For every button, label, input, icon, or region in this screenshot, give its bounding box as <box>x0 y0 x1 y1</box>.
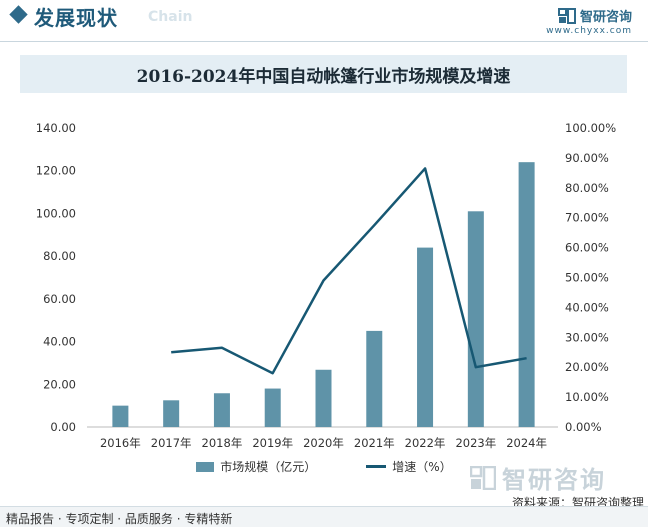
left-axis: 0.00 20.00 40.00 60.00 80.00 100.00 120.00 140.… <box>36 121 76 434</box>
legend-bar-label: 市场规模（亿元） <box>220 460 317 474</box>
bar <box>366 330 383 427</box>
right-tick-label: 80.00% <box>565 181 609 195</box>
bar <box>518 162 535 427</box>
footer-logo-icon <box>470 465 496 490</box>
x-tick-label: 2019年 <box>252 436 293 450</box>
x-tick-label: 2018年 <box>202 436 243 450</box>
left-tick-label: 100.00 <box>36 206 76 220</box>
x-tick-label: 2016年 <box>100 436 141 450</box>
left-tick-label: 60.00 <box>43 292 76 306</box>
legend-item-bar: 市场规模（亿元） <box>196 458 316 475</box>
footer-logo-text: 智研咨询 <box>502 466 606 494</box>
x-tick-label: 2024年 <box>506 436 547 450</box>
legend-line-swatch <box>366 465 387 468</box>
right-tick-label: 20.00% <box>565 360 609 374</box>
bar <box>467 211 484 427</box>
bar <box>213 393 230 427</box>
right-axis: 0.00% 10.00% 20.00% 30.00% 40.00% 50.00% 60.00… <box>565 121 616 434</box>
left-tick-label: 80.00 <box>43 249 76 263</box>
growth-line <box>171 167 527 375</box>
bar <box>112 405 129 427</box>
x-axis: 2016年 2017年 2018年 2019年 2020年 2021年 2022年 2023年… <box>100 436 547 450</box>
bar <box>417 247 434 427</box>
left-tick-label: 0.00 <box>50 420 76 434</box>
section-subtitle: Chain <box>148 9 193 25</box>
left-tick-label: 40.00 <box>43 335 76 349</box>
right-tick-label: 0.00% <box>565 420 602 434</box>
legend-bar-swatch <box>196 461 215 472</box>
right-tick-label: 30.00% <box>565 330 609 344</box>
x-tick-label: 2023年 <box>455 436 496 450</box>
chart-title: 2016-2024年中国自动帐篷行业市场规模及增速 <box>136 66 511 87</box>
right-tick-label: 10.00% <box>565 390 609 404</box>
brand-url[interactable]: www.chyxx.com <box>546 26 632 36</box>
chart-title-bar: 2016-2024年中国自动帐篷行业市场规模及增速 <box>20 55 627 93</box>
chart: 0.00 20.00 40.00 60.00 80.00 100.00 120.00 140.… <box>36 121 616 450</box>
legend-item-line: 增速（%） <box>366 458 452 475</box>
brand-logo-icon <box>557 7 576 24</box>
right-tick-label: 70.00% <box>565 211 609 225</box>
legend-line-label: 增速（%） <box>392 460 452 474</box>
left-tick-label: 140.00 <box>36 121 76 135</box>
right-tick-label: 90.00% <box>565 151 609 165</box>
x-tick-label: 2022年 <box>405 436 446 450</box>
bar <box>163 400 180 427</box>
footer-logo: 智研咨询 <box>470 460 606 495</box>
footer-tagline: 精品报告 · 专项定制 · 品质服务 · 专精特新 <box>6 512 233 526</box>
right-tick-label: 100.00% <box>565 121 616 135</box>
header: 发展现状 Chain 智研咨询 www.chyxx.com <box>0 0 648 40</box>
diamond-icon <box>9 5 28 24</box>
bar <box>264 388 281 427</box>
bar <box>315 369 332 427</box>
brand[interactable]: 智研咨询 www.chyxx.com <box>546 6 632 36</box>
right-tick-label: 40.00% <box>565 300 609 314</box>
left-tick-label: 120.00 <box>36 164 76 178</box>
section-title: 发展现状 <box>34 6 118 30</box>
brand-name: 智研咨询 <box>579 10 632 25</box>
bar-series <box>112 162 535 427</box>
x-tick-label: 2021年 <box>354 436 395 450</box>
x-tick-label: 2017年 <box>151 436 192 450</box>
x-tick-label: 2020年 <box>303 436 344 450</box>
header-divider <box>0 41 648 42</box>
left-tick-label: 20.00 <box>43 377 76 391</box>
legend: 市场规模（亿元） 增速（%） <box>0 458 648 475</box>
right-tick-label: 60.00% <box>565 241 609 255</box>
right-tick-label: 50.00% <box>565 271 609 285</box>
footer-bar: 精品报告 · 专项定制 · 品质服务 · 专精特新 <box>0 506 648 527</box>
